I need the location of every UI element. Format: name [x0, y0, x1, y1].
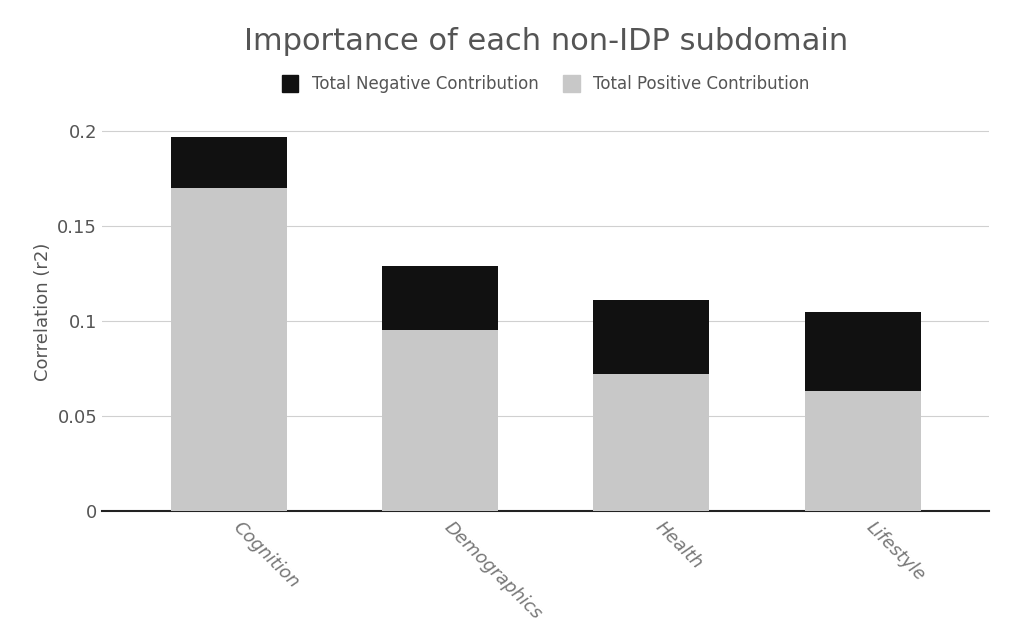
Bar — [381, 266, 497, 330]
Bar — [381, 330, 497, 511]
Title: Importance of each non-IDP subdomain: Importance of each non-IDP subdomain — [244, 27, 847, 55]
Bar — [593, 300, 709, 374]
Legend: Total Negative Contribution, Total Positive Contribution: Total Negative Contribution, Total Posit… — [275, 69, 815, 100]
Bar — [804, 391, 920, 511]
Bar — [170, 188, 286, 511]
Y-axis label: Correlation (r2): Correlation (r2) — [34, 242, 52, 381]
Bar — [170, 137, 286, 188]
Bar — [804, 312, 920, 391]
Bar — [593, 374, 709, 511]
